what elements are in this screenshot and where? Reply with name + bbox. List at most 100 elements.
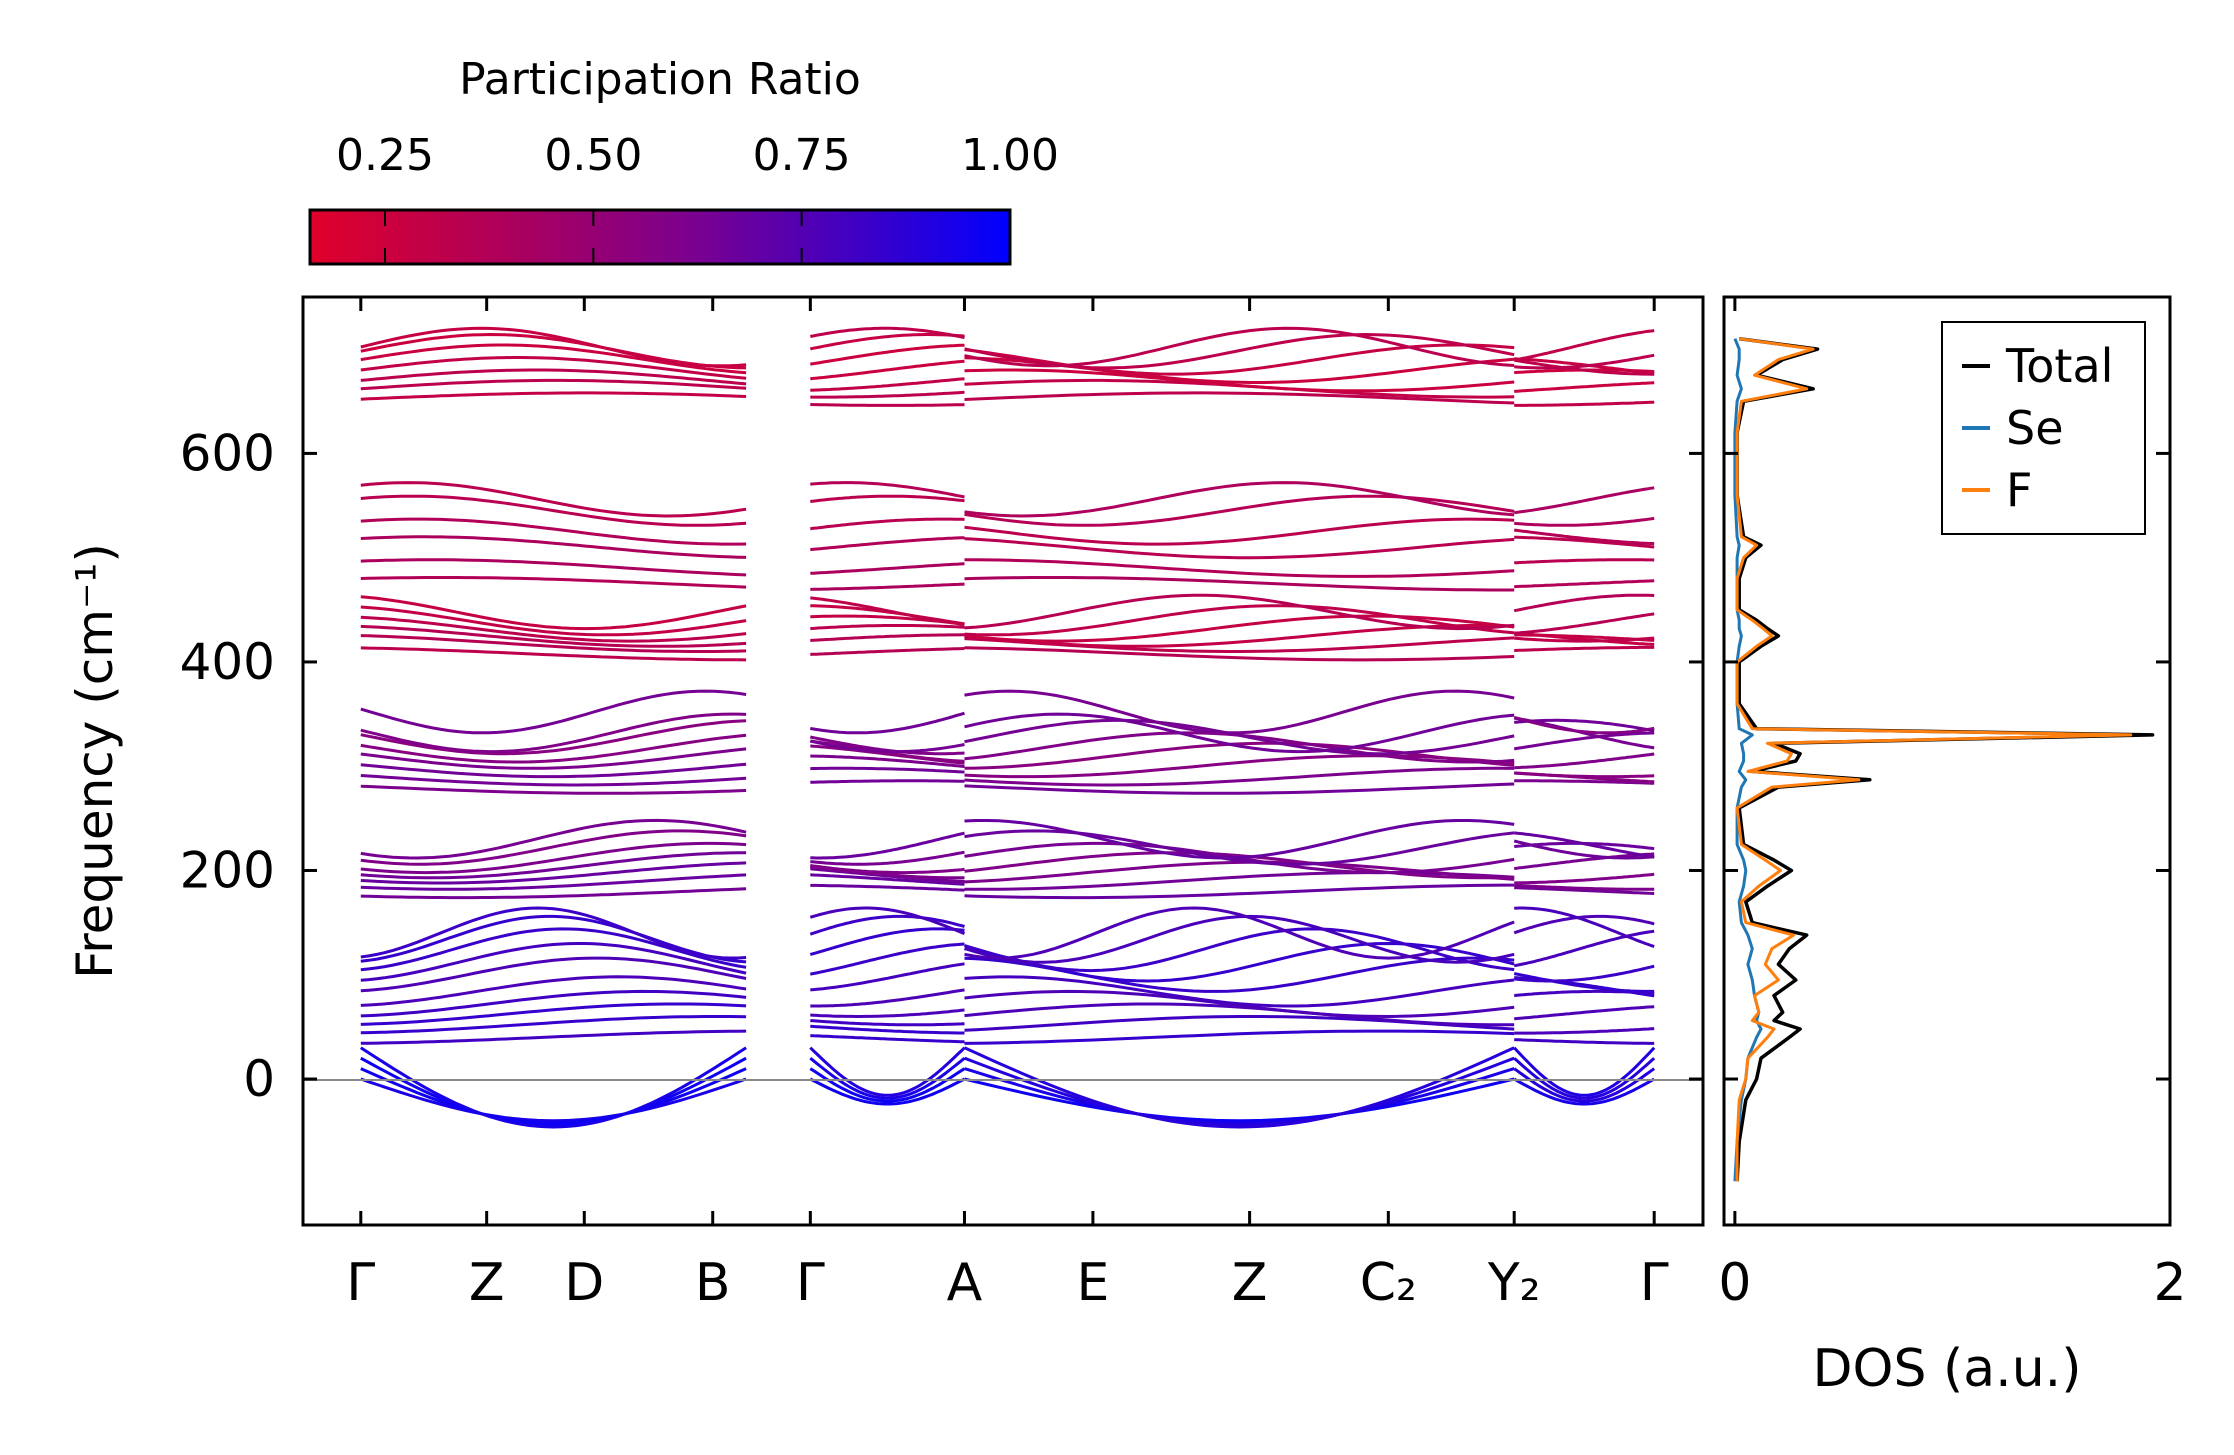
band-branch (810, 481, 965, 499)
band-branch (964, 1067, 1515, 1125)
band-branch (964, 604, 1515, 637)
band-branch (360, 1029, 747, 1045)
band-ytick-label: 200 (180, 841, 275, 899)
band-y-ticks: 0 200 400 600 (180, 424, 1703, 1108)
band-branch (1513, 358, 1655, 376)
band-branch (964, 576, 1515, 592)
band-branch (964, 712, 1515, 754)
kpoint-label: E (1076, 1253, 1109, 1313)
band-branch (360, 733, 747, 764)
band-branch (810, 343, 965, 366)
band-branch (360, 975, 747, 1007)
kpoint-label: Z (469, 1253, 505, 1313)
band-ytick-label: 600 (180, 424, 275, 482)
band-branch (964, 1077, 1515, 1123)
band-branch (360, 1002, 747, 1026)
band-branch (810, 754, 965, 768)
band-branch (964, 481, 1515, 518)
band-branch (964, 517, 1515, 546)
legend-label-total: Total (2005, 339, 2113, 393)
band-branch (810, 711, 965, 735)
band-branch (809, 906, 966, 935)
band-branch (810, 582, 965, 591)
kpoint-label: B (695, 1253, 731, 1313)
band-branch (809, 1067, 966, 1103)
x-axis-label-dos: DOS (a.u.) (1813, 1339, 2082, 1399)
band-branch (964, 754, 1515, 779)
band-branch (964, 326, 1515, 368)
band-branch (964, 975, 1515, 1008)
band-branch (964, 689, 1515, 735)
band-branch (964, 494, 1515, 527)
band-branch (360, 1056, 747, 1127)
band-branch (809, 333, 965, 351)
band-branch (809, 1077, 966, 1106)
band-branch (1513, 1057, 1656, 1100)
dos-xtick-label: 0 (1718, 1253, 1751, 1313)
band-branch (810, 403, 965, 407)
band-ytick-label: 0 (243, 1050, 275, 1108)
band-branch (810, 1008, 965, 1018)
kpoint-label: Γ (346, 1253, 375, 1313)
band-branch (810, 359, 965, 381)
band-branch (810, 624, 965, 631)
band-branch (810, 596, 965, 626)
kpoint-label: Γ (796, 1253, 825, 1313)
band-branch (810, 962, 965, 992)
band-branch (964, 829, 1515, 866)
band-branch (360, 615, 747, 643)
kpoint-label: Z (1232, 1253, 1268, 1313)
band-branch (1514, 752, 1655, 770)
colorbar: Participation Ratio 0.25 0.50 0.75 1.00 (308, 54, 1059, 266)
band-branch (1513, 715, 1655, 735)
band-branch (810, 942, 965, 976)
dos-series-total (1735, 336, 2155, 1182)
band-branch (360, 558, 747, 577)
band-branch (360, 634, 747, 653)
band-branch (810, 647, 965, 656)
band-branch (360, 712, 747, 754)
band-branch (359, 1046, 747, 1129)
band-branch (809, 739, 965, 754)
band-branch (1514, 636, 1655, 643)
band-branch (360, 646, 747, 662)
band-branch (360, 747, 747, 770)
band-branch (1514, 886, 1655, 895)
band-branch (964, 927, 1515, 973)
band-branch (360, 762, 747, 779)
band-branch (1513, 852, 1655, 871)
band-branch (964, 368, 1515, 393)
band-branch (1514, 831, 1655, 859)
band-branch (1514, 516, 1655, 527)
band-branch (360, 689, 747, 735)
colorbar-tick-label: 1.00 (961, 130, 1059, 181)
band-branch (360, 378, 747, 391)
band-branch (810, 766, 965, 774)
band-branch (1514, 631, 1655, 646)
band-branch (809, 927, 965, 956)
band-branch (360, 595, 747, 631)
band-branch (360, 774, 747, 787)
band-branch (1514, 400, 1655, 407)
band-branch (360, 784, 747, 795)
band-branch (810, 536, 965, 552)
band-branch (964, 906, 1515, 960)
colorbar-ticks: 0.25 0.50 0.75 1.00 (336, 130, 1059, 264)
band-branch (810, 873, 965, 886)
band-branch (1514, 779, 1655, 785)
band-branch (964, 1029, 1515, 1045)
band-branch (964, 1002, 1515, 1027)
band-branch (809, 1046, 966, 1097)
legend-label-se: Se (2006, 401, 2064, 455)
band-branch (964, 766, 1515, 787)
band-branch (810, 883, 965, 892)
band-branch (360, 576, 747, 589)
band-branch (963, 1056, 1515, 1127)
band-branch (964, 391, 1515, 405)
band-branch (360, 818, 747, 860)
band-branch (1513, 929, 1655, 968)
band-branch (964, 782, 1515, 795)
